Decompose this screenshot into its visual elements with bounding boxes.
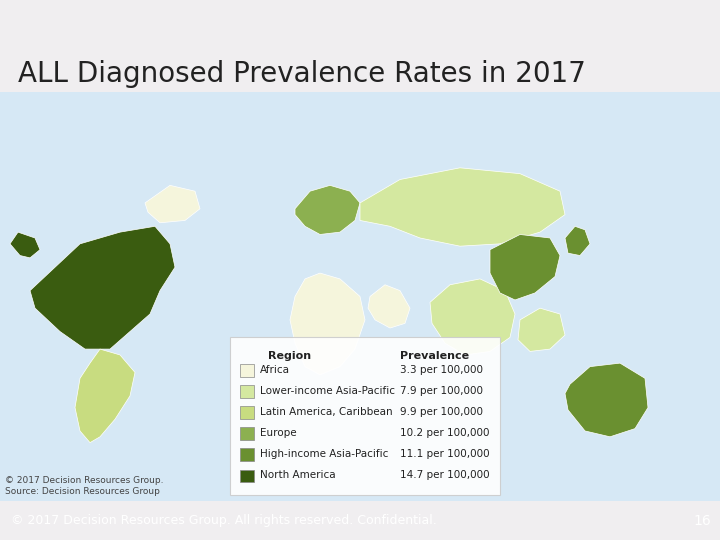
Text: High-income Asia-Pacific: High-income Asia-Pacific — [260, 449, 388, 460]
Polygon shape — [368, 285, 410, 328]
Text: Lower-income Asia-Pacific: Lower-income Asia-Pacific — [260, 386, 395, 396]
Text: Africa: Africa — [260, 365, 290, 375]
Polygon shape — [518, 308, 565, 352]
Bar — [230, 338, 500, 495]
Text: 9.9 per 100,000: 9.9 per 100,000 — [400, 407, 483, 417]
Text: © 2017 Decision Resources Group. All rights reserved. Confidential.: © 2017 Decision Resources Group. All rig… — [11, 514, 436, 527]
Text: 3.3 per 100,000: 3.3 per 100,000 — [400, 365, 483, 375]
Text: 7.9 per 100,000: 7.9 per 100,000 — [400, 386, 483, 396]
Polygon shape — [10, 232, 40, 258]
Text: Europe: Europe — [260, 428, 297, 438]
Bar — [240, 449, 254, 461]
Bar — [240, 407, 254, 419]
Bar — [240, 428, 254, 440]
Polygon shape — [13, 30, 22, 46]
Bar — [240, 364, 254, 377]
Text: ALL Diagnosed Prevalence Rates in 2017: ALL Diagnosed Prevalence Rates in 2017 — [18, 60, 586, 88]
Text: © 2017 Decision Resources Group.: © 2017 Decision Resources Group. — [5, 476, 163, 484]
Bar — [240, 386, 254, 398]
Polygon shape — [360, 168, 565, 246]
Text: North America: North America — [260, 470, 336, 481]
Polygon shape — [490, 234, 560, 300]
Polygon shape — [145, 185, 200, 223]
Polygon shape — [30, 226, 175, 349]
Polygon shape — [295, 185, 360, 234]
Text: 11.1 per 100,000: 11.1 per 100,000 — [400, 449, 490, 460]
Text: Region: Region — [268, 352, 311, 361]
Polygon shape — [565, 226, 590, 255]
Polygon shape — [565, 363, 648, 437]
Text: 16: 16 — [693, 514, 711, 528]
Polygon shape — [430, 279, 515, 355]
Polygon shape — [75, 349, 135, 443]
Text: 14.7 per 100,000: 14.7 per 100,000 — [400, 470, 490, 481]
Text: Prevalence: Prevalence — [400, 352, 469, 361]
Bar — [240, 470, 254, 482]
Polygon shape — [290, 273, 365, 375]
Text: 10.2 per 100,000: 10.2 per 100,000 — [400, 428, 490, 438]
Text: Source: Decision Resources Group: Source: Decision Resources Group — [5, 487, 160, 496]
Text: Latin America, Caribbean: Latin America, Caribbean — [260, 407, 392, 417]
